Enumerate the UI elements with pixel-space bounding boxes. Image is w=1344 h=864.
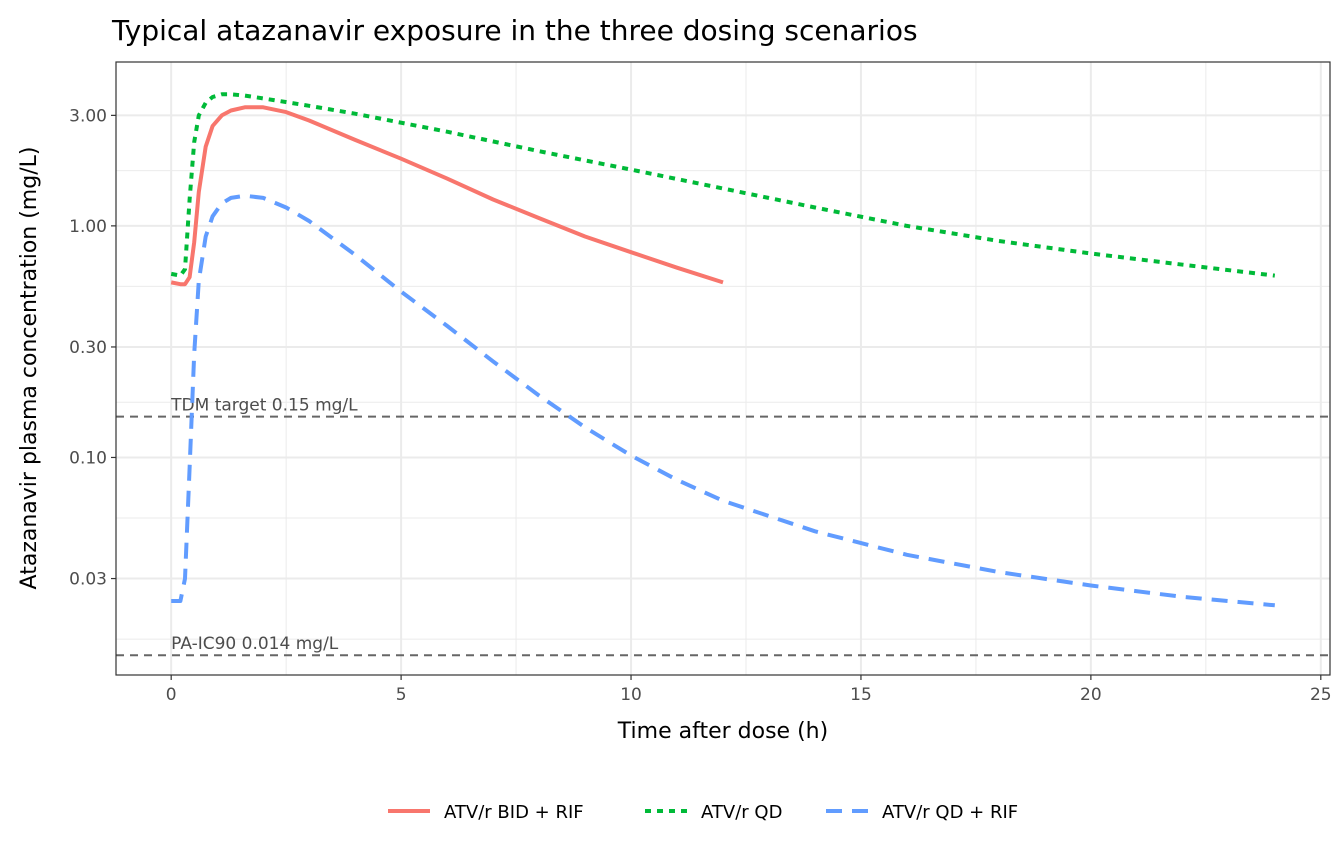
major-gridlines	[116, 62, 1330, 675]
x-tick-label: 20	[1080, 685, 1102, 705]
plot-panel-border	[115, 61, 1331, 676]
series-line-1	[170, 105, 724, 287]
y-tick-label: 0.03	[69, 570, 107, 590]
legend-label-3: ATV/r QD + RIF	[882, 802, 1018, 823]
y-tick-label: 0.10	[69, 448, 107, 468]
minor-gridlines	[116, 62, 1330, 675]
x-tick-label: 0	[166, 685, 177, 705]
x-axis-title: Time after dose (h)	[617, 719, 828, 744]
plot-panel	[116, 62, 1330, 675]
chart-title: Typical atazanavir exposure in the three…	[111, 14, 918, 47]
y-tick-label: 3.00	[69, 106, 107, 126]
reference-lines: TDM target 0.15 mg/L PA-IC90 0.014 mg/L	[116, 396, 1330, 657]
legend: ATV/r BID + RIF ATV/r QD ATV/r QD + RIF	[388, 802, 1018, 823]
x-tick-label: 15	[850, 685, 872, 705]
series-lines	[170, 92, 1276, 608]
y-tick-label: 0.30	[69, 338, 107, 358]
reference-line-label: PA-IC90 0.014 mg/L	[171, 634, 339, 654]
reference-line-label: TDM target 0.15 mg/L	[170, 396, 358, 416]
x-tick-label: 5	[396, 685, 407, 705]
y-axis: 0.03 0.10 0.30 1.00 3.00	[69, 106, 116, 590]
x-axis: 0 5 10 15 20 25	[166, 675, 1332, 705]
y-axis-title: Atazanavir plasma concentration (mg/L)	[17, 147, 42, 590]
y-tick-label: 1.00	[69, 217, 107, 237]
legend-label-1: ATV/r BID + RIF	[444, 802, 584, 823]
legend-label-2: ATV/r QD	[701, 802, 782, 823]
x-tick-label: 10	[620, 685, 642, 705]
series-line-2	[170, 92, 1276, 278]
x-tick-label: 25	[1310, 685, 1332, 705]
